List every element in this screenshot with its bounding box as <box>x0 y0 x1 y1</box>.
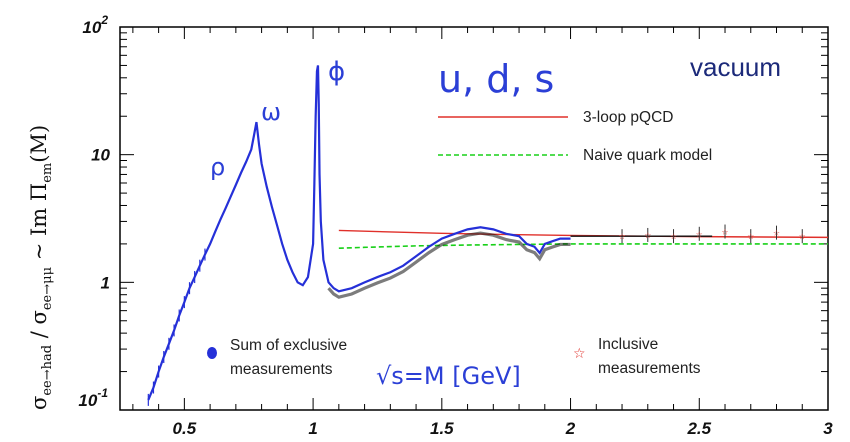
x-tick-label: 3 <box>823 419 833 438</box>
x-tick-label: 2 <box>565 419 576 438</box>
x-tick-label: 0.5 <box>173 419 197 438</box>
legend-exclusive-line2: measurements <box>230 361 333 378</box>
flavors-label: u, d, s <box>438 57 554 101</box>
inclusive-marker: ☆ <box>618 232 625 241</box>
legend-inclusive-line1: Inclusive <box>598 336 658 353</box>
inclusive-marker: ☆ <box>670 232 677 241</box>
legend-exclusive-line1: Sum of exclusive <box>230 337 347 354</box>
y-tick-label: 1 <box>101 273 110 292</box>
x-tick-label: 2.5 <box>686 419 711 438</box>
x-tick-label: 1.5 <box>430 419 454 438</box>
black-data-band <box>327 231 571 299</box>
legend-inclusive-line2: measurements <box>598 360 701 377</box>
inclusive-marker: ☆ <box>721 228 728 237</box>
x-axis-label: √s=M [GeV] <box>376 362 521 390</box>
naive-curve <box>338 243 828 250</box>
legend-qcd-label: 3-loop pQCD <box>583 109 673 126</box>
rho-label: ρ <box>210 153 225 181</box>
y-tick-label: 10-1 <box>78 386 108 410</box>
inclusive-marker: ☆ <box>696 230 703 239</box>
y-axis-label: σee→had / σee→μμ ~ Im Πem(M) <box>27 125 55 410</box>
y-tick-label: 102 <box>82 13 108 37</box>
vacuum-label: vacuum <box>690 52 781 82</box>
legend-naive-label: Naive quark model <box>583 147 712 164</box>
omega-label: ω <box>261 98 281 126</box>
plot-frame <box>119 26 829 411</box>
legend-inclusive-marker: ☆ <box>573 346 586 362</box>
inclusive-marker: ☆ <box>644 231 651 240</box>
inclusive-marker: ☆ <box>773 229 780 238</box>
y-tick-label: 10 <box>91 146 110 165</box>
inclusive-marker: ☆ <box>747 232 754 241</box>
legend-exclusive-marker <box>207 347 217 359</box>
tick-labels: 0.5 1 1.5 2 2.5 3 10-1 1 10 102 <box>78 13 833 438</box>
phi-label: ϕ <box>328 57 345 87</box>
x-tick-label: 1 <box>308 419 317 438</box>
inclusive-marker: ☆ <box>799 232 806 241</box>
axis-ticks <box>120 27 828 411</box>
series-layer: ☆ ☆ ☆ ☆ ☆ ☆ ☆ ☆ <box>147 65 829 406</box>
